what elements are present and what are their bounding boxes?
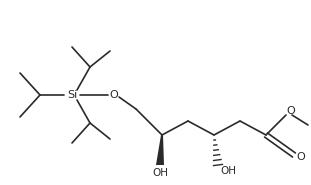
Text: O: O: [297, 152, 305, 162]
Text: O: O: [287, 106, 295, 116]
Text: OH: OH: [152, 168, 168, 178]
Polygon shape: [156, 135, 164, 165]
Text: OH: OH: [220, 166, 236, 176]
Text: O: O: [109, 90, 118, 100]
Text: Si: Si: [67, 90, 77, 100]
